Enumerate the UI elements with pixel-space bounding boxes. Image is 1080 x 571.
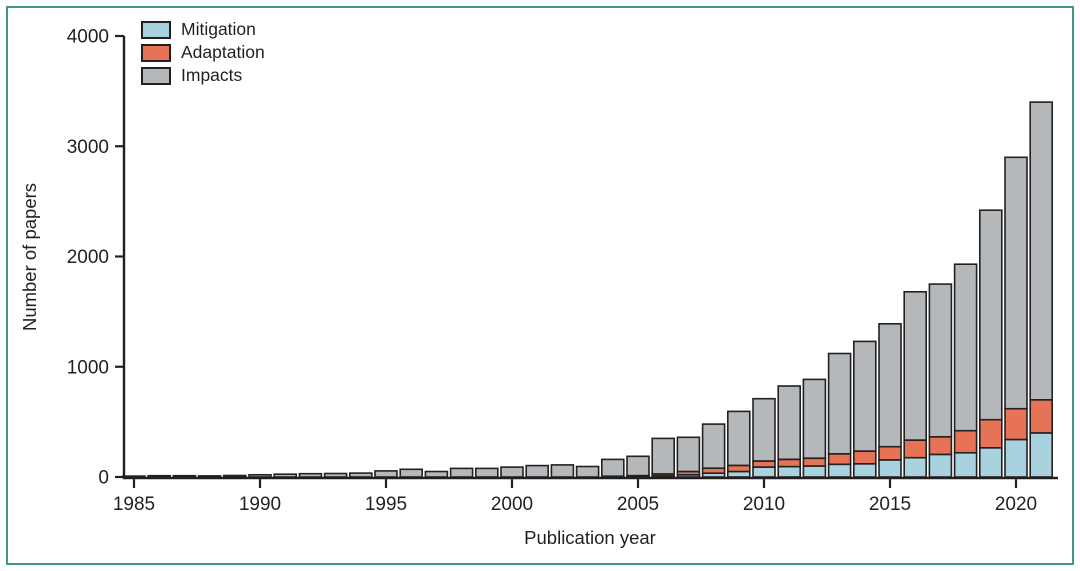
- bar-segment-2009-adaptation: [726, 464, 751, 473]
- bar-segment-2014-impacts: [852, 340, 877, 452]
- bar-segment-1995-impacts: [374, 470, 398, 478]
- bar-segment-1992-impacts: [298, 472, 323, 478]
- bar-segment-1991-impacts: [273, 473, 298, 478]
- bar-segment-2002-impacts: [550, 464, 575, 478]
- bar-segment-2018-impacts: [953, 263, 978, 432]
- bar-segment-2016-impacts: [903, 290, 928, 441]
- x-tick-label-2015: 2015: [869, 494, 911, 515]
- legend-label-impacts: Impacts: [181, 65, 243, 85]
- bar-segment-2021-mitigation: [1029, 432, 1053, 478]
- x-axis-title: Publication year: [524, 527, 656, 548]
- bar-segment-2000-impacts: [500, 466, 524, 478]
- x-tick-label-1985: 1985: [113, 494, 155, 515]
- bar-segment-2012-impacts: [802, 378, 827, 459]
- bar-segment-1996-impacts: [399, 468, 424, 478]
- bar-segment-1989-impacts: [223, 474, 247, 478]
- bar-segment-2018-adaptation: [953, 429, 978, 454]
- y-axis-title: Number of papers: [19, 182, 40, 332]
- bar-segment-2021-impacts: [1029, 101, 1053, 401]
- bar-segment-2019-mitigation: [978, 446, 1003, 478]
- bar-segment-2014-adaptation: [852, 450, 877, 465]
- x-tick-label-2020: 2020: [995, 494, 1037, 515]
- bar-segment-1997-impacts: [424, 470, 449, 478]
- y-tick-label-1000: 1000: [67, 357, 109, 378]
- impacts-swatch-icon: [141, 66, 171, 85]
- bar-segment-2015-adaptation: [878, 445, 902, 461]
- x-tick-label-2010: 2010: [743, 494, 785, 515]
- y-tick-label-3000: 3000: [67, 137, 109, 158]
- mitigation-swatch-icon: [141, 20, 171, 39]
- adaptation-swatch-icon: [141, 43, 171, 62]
- bar-segment-2008-impacts: [701, 423, 726, 470]
- bar-segment-2012-adaptation: [802, 457, 827, 467]
- bar-segment-1990-impacts: [248, 473, 272, 478]
- bar-segment-2016-mitigation: [903, 456, 928, 478]
- bar-segment-2011-mitigation: [777, 465, 802, 478]
- bar-segment-2013-adaptation: [827, 452, 852, 466]
- legend-item-impacts: Impacts: [141, 65, 265, 85]
- bar-segment-2019-adaptation: [978, 418, 1003, 449]
- bar-segment-2010-impacts: [752, 397, 776, 462]
- bar-segment-2005-impacts: [626, 455, 650, 477]
- bar-segment-2007-impacts: [676, 436, 701, 473]
- bar-segment-2015-mitigation: [878, 459, 902, 478]
- bar-segment-2016-adaptation: [903, 439, 928, 459]
- bar-segment-2011-adaptation: [777, 458, 802, 468]
- bar-segment-1993-impacts: [323, 472, 348, 478]
- bar-segment-2014-mitigation: [852, 462, 877, 478]
- legend-item-mitigation: Mitigation: [141, 19, 265, 39]
- bar-segment-2020-adaptation: [1004, 407, 1028, 441]
- bar-segment-2017-impacts: [928, 283, 953, 438]
- legend: Mitigation Adaptation Impacts: [141, 19, 265, 85]
- bar-segment-2004-impacts: [600, 458, 625, 477]
- bar-segment-2020-mitigation: [1004, 438, 1028, 478]
- bar-segment-2006-impacts: [651, 437, 676, 475]
- bar-segment-1994-impacts: [348, 472, 373, 478]
- y-tick-label-2000: 2000: [67, 247, 109, 268]
- bar-segment-2018-mitigation: [953, 451, 978, 478]
- bar-segment-2011-impacts: [777, 385, 802, 461]
- bar-segment-2010-adaptation: [752, 460, 776, 468]
- legend-label-mitigation: Mitigation: [181, 19, 256, 39]
- x-tick-label-1995: 1995: [365, 494, 407, 515]
- legend-item-adaptation: Adaptation: [141, 42, 265, 62]
- bar-segment-2021-adaptation: [1029, 398, 1053, 434]
- y-tick-label-4000: 4000: [67, 27, 109, 48]
- bar-segment-2009-impacts: [726, 410, 751, 467]
- bar-segment-2009-mitigation: [726, 470, 751, 478]
- x-tick-label-2005: 2005: [617, 494, 659, 515]
- bar-segment-2012-mitigation: [802, 465, 827, 478]
- bar-segment-2019-impacts: [978, 209, 1003, 421]
- x-tick-label-1990: 1990: [239, 494, 281, 515]
- bar-segment-2003-impacts: [575, 465, 600, 478]
- legend-label-adaptation: Adaptation: [181, 42, 265, 62]
- y-tick-label-0: 0: [98, 468, 109, 489]
- bar-segment-2015-impacts: [878, 322, 902, 448]
- bar-segment-2017-mitigation: [928, 453, 953, 478]
- x-tick-label-2000: 2000: [491, 494, 533, 515]
- bar-segment-2017-adaptation: [928, 435, 953, 456]
- bar-segment-1998-impacts: [449, 467, 474, 478]
- bar-segment-2001-impacts: [525, 464, 550, 478]
- bar-segment-2013-impacts: [827, 352, 852, 455]
- bar-segment-2020-impacts: [1004, 156, 1028, 410]
- bar-segment-2010-mitigation: [752, 466, 776, 478]
- bar-segment-2013-mitigation: [827, 463, 852, 478]
- bar-segment-1999-impacts: [474, 467, 499, 478]
